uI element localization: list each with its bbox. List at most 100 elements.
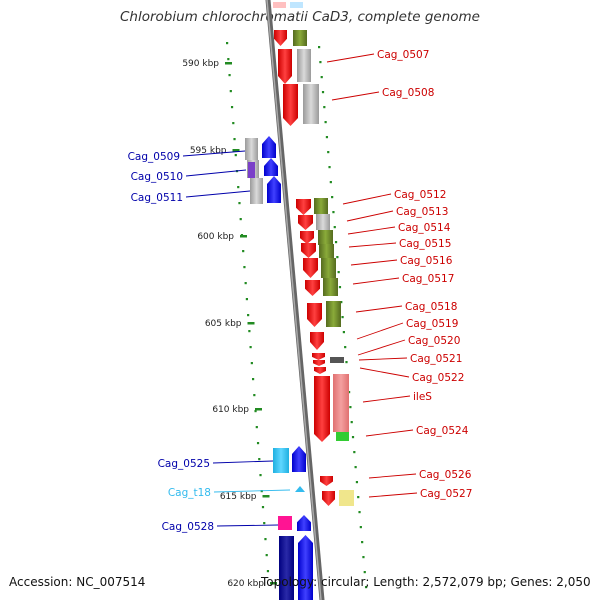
gc-dot: [319, 61, 322, 64]
gc-dot: [261, 506, 265, 509]
gc-dot: [226, 42, 229, 45]
leader-line: [358, 357, 408, 361]
gc-dot: [232, 122, 235, 125]
gc-dot: [359, 526, 362, 529]
leader-line: [212, 460, 274, 464]
scale-tick: [247, 322, 255, 325]
gc-dot: [227, 58, 230, 61]
leader-line: [185, 190, 251, 198]
gene-arrow-forward: [322, 491, 335, 506]
scale-tick: [240, 235, 247, 238]
gene-arrow-forward: [298, 215, 313, 230]
gene-arrow-forward: [303, 258, 318, 278]
gene-label-right: Cag_0519: [406, 318, 458, 330]
leader-line: [326, 53, 375, 63]
gc-dot: [266, 570, 270, 573]
gc-dot: [256, 442, 260, 445]
backbone-line: [265, 0, 325, 600]
cog-box: [330, 357, 344, 363]
gc-dot: [250, 362, 253, 365]
cog-box: [319, 244, 334, 258]
gene-label-right: Cag_0517: [402, 273, 454, 285]
gc-dot: [229, 90, 232, 93]
cog-box: [279, 536, 294, 600]
gene-arrow-forward: [314, 376, 330, 442]
leader-line: [359, 367, 410, 378]
trna-marker: [295, 486, 305, 492]
gc-dot: [328, 166, 331, 169]
gc-dot: [358, 511, 361, 514]
leader-line: [355, 305, 403, 313]
gc-dot: [243, 266, 246, 269]
gene-arrow-reverse: [292, 446, 306, 472]
gc-dot: [234, 154, 237, 157]
gc-dot: [263, 522, 266, 525]
leader-line: [357, 339, 406, 356]
gc-dot: [351, 436, 355, 439]
gc-dot: [239, 218, 242, 221]
gc-dot: [244, 282, 247, 285]
gene-arrow-reverse: [298, 535, 313, 600]
gc-dot: [247, 314, 250, 317]
gene-label-right: Cag_0522: [412, 372, 464, 384]
gene-label-right: Cag_0515: [399, 238, 451, 250]
gene-arrow-reverse: [262, 136, 276, 158]
gene-label-right: Cag_0512: [394, 189, 446, 201]
gc-dot: [353, 451, 356, 454]
gene-arrow-forward: [310, 332, 324, 350]
gc-dot: [338, 286, 342, 289]
gene-arrow-forward: [300, 231, 314, 244]
gc-dot: [233, 138, 236, 141]
cog-box: [336, 432, 349, 441]
gc-dot: [324, 121, 327, 124]
gene-arrow-forward: [278, 49, 292, 84]
scale-tick: [255, 408, 262, 411]
gene-label-right: Cag_0520: [408, 335, 460, 347]
gc-dot: [361, 541, 364, 544]
gene-label-right: Cag_0521: [410, 353, 462, 365]
cog-box: [316, 214, 330, 230]
gc-dot: [355, 481, 359, 484]
leader-line: [350, 259, 398, 266]
scale-tick: [232, 149, 240, 152]
gene-label-right: Cag_0518: [405, 301, 457, 313]
gc-dot: [230, 106, 234, 109]
cog-box: [303, 84, 319, 124]
gene-label-left: Cag_0509: [128, 151, 180, 163]
gc-dot: [344, 346, 347, 349]
cog-box: [339, 490, 354, 506]
gc-dot: [264, 538, 267, 541]
gc-dot: [237, 186, 240, 189]
cog-box: [250, 178, 263, 204]
gene-label-right: Cag_0526: [419, 469, 472, 481]
gene-label-right: Cag_0513: [396, 206, 448, 218]
gene-arrow-reverse: [297, 515, 311, 531]
cog-box: [290, 2, 303, 8]
leader-line: [185, 169, 247, 177]
gc-dot: [341, 316, 344, 319]
leader-line: [348, 242, 397, 248]
cog-box: [326, 301, 341, 327]
gene-label-left: Cag_0525: [158, 458, 210, 470]
leader-line: [216, 524, 279, 527]
cog-box: [278, 516, 292, 530]
gc-dot: [345, 361, 348, 364]
gc-dot: [325, 136, 329, 139]
gc-dot: [349, 406, 352, 409]
gc-dot: [334, 241, 338, 244]
leader-line: [346, 210, 394, 222]
scale-label: 615 kbp: [220, 492, 257, 502]
gc-dot: [348, 391, 351, 394]
gc-dot: [363, 571, 366, 574]
leader-line: [182, 150, 246, 157]
leader-line: [352, 277, 400, 285]
leader-line: [331, 91, 380, 101]
gc-dot: [340, 301, 343, 304]
gene-label-right: Cag_0508: [382, 87, 434, 99]
gc-dot: [251, 378, 255, 381]
gene-label-right: Cag_0516: [400, 255, 453, 267]
gc-dot: [238, 202, 241, 205]
cog-box: [273, 2, 286, 8]
gc-dot: [327, 151, 330, 154]
